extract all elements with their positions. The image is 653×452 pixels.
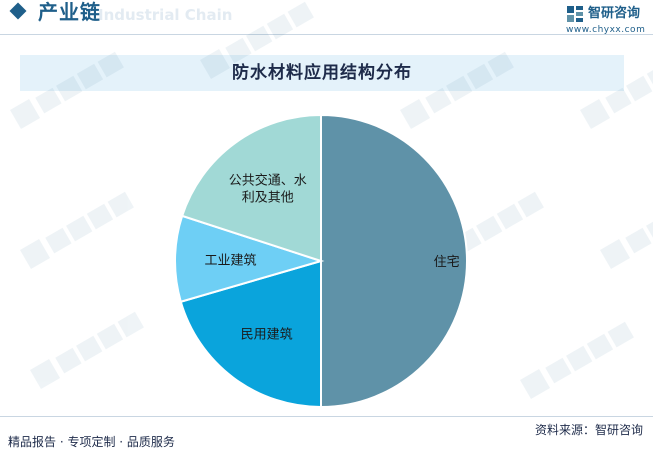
chart-title-band: 防水材料应用结构分布 — [20, 55, 624, 91]
pie-slice-3 — [180, 113, 322, 263]
brand-name: 智研咨询 — [588, 6, 641, 21]
brand-block: 智研咨询 www.chyxx.com — [566, 5, 650, 37]
pie-label-2: 工业建筑 — [204, 253, 256, 269]
pie-slice-1 — [179, 259, 322, 409]
pie-label-1: 民用建筑 — [241, 326, 293, 342]
chart-title: 防水材料应用结构分布 — [232, 63, 412, 83]
header-divider — [0, 34, 653, 35]
footer-slogan: 精品报告 · 专项定制 · 品质服务 — [8, 435, 175, 449]
header-title: 产业链 — [38, 0, 101, 24]
pie-label-3: 公共交通、水利及其他 — [229, 172, 307, 205]
pie-slice-0 — [320, 113, 468, 409]
footer-divider — [0, 416, 653, 417]
header-ghost-text: Industrial Chain — [98, 6, 233, 24]
page-header: 产业链 Industrial Chain 智研咨询 www.chyxx.com — [0, 0, 653, 40]
brand-url: www.chyxx.com — [566, 25, 646, 35]
pie-label-0: 住宅 — [434, 255, 460, 270]
brand-logo-icon — [567, 6, 583, 22]
pie-slice-2 — [174, 214, 325, 303]
footer-source: 资料来源：智研咨询 — [534, 423, 643, 437]
